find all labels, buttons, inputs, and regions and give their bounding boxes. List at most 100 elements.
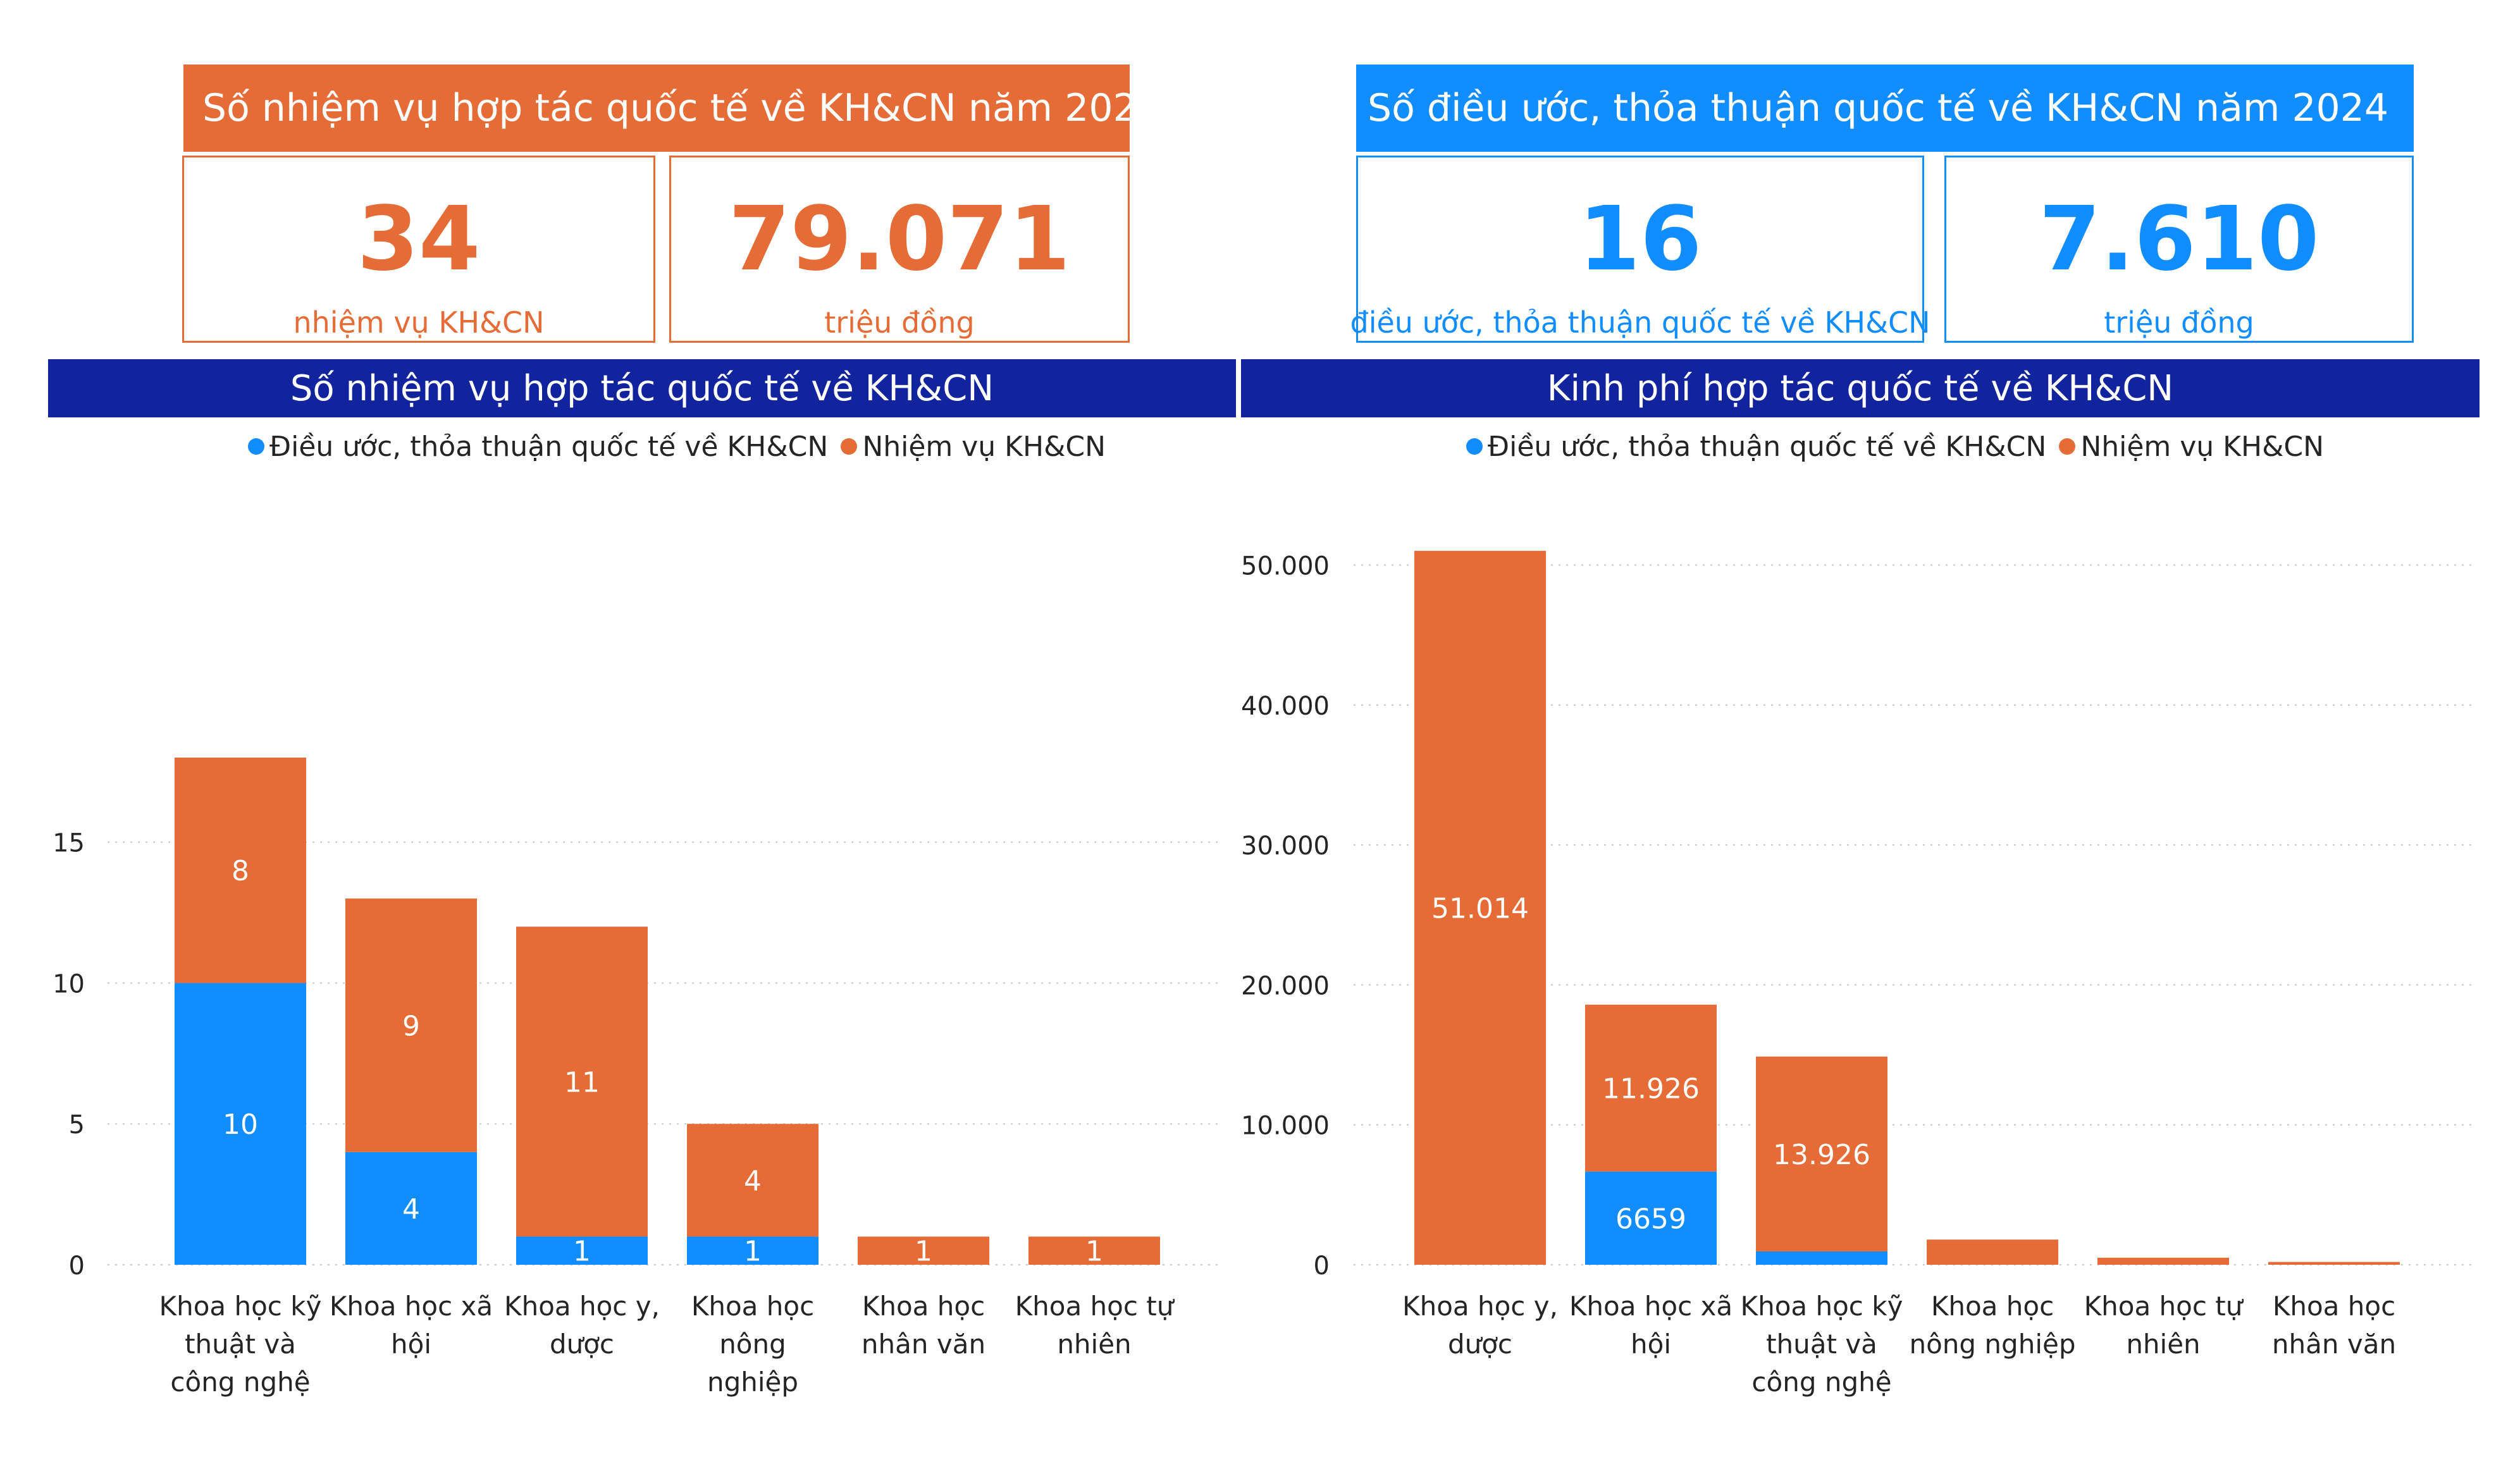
bar-segment <box>1927 1239 2058 1265</box>
legend-dot-orange <box>2059 438 2076 455</box>
x-tick-label: Khoa học kỹ <box>1741 1291 1903 1322</box>
x-tick-label: nông nghiệp <box>1909 1329 2075 1360</box>
data-label: 8 <box>232 855 249 887</box>
data-label: 10 <box>223 1109 258 1141</box>
x-tick-label: nông <box>719 1329 786 1360</box>
x-tick-label: dược <box>550 1329 614 1360</box>
data-label: 1 <box>573 1236 591 1268</box>
legend-item[interactable]: Điều ước, thỏa thuận quốc tế về KH&CN <box>248 431 828 463</box>
bar-segment <box>2268 1262 2400 1265</box>
y-tick-label: 10.000 <box>1241 1112 1330 1141</box>
bar-segment <box>687 1236 818 1265</box>
x-tick-label: Khoa học tự <box>2084 1291 2244 1322</box>
legend-item[interactable]: Điều ước, thỏa thuận quốc tế về KH&CN <box>1466 431 2046 463</box>
data-label: 1 <box>1085 1236 1103 1268</box>
kpi-label: triệu đồng <box>2104 305 2254 340</box>
chart-budget: 0 10.000 20.000 30.000 40.000 50.000 51.014 Kho… <box>1241 551 2473 1398</box>
x-tick-label: Khoa học xã <box>1569 1291 1732 1322</box>
legend-label: Điều ước, thỏa thuận quốc tế về KH&CN <box>1488 430 2047 463</box>
kpi-card-task-budget: 79.071 triệu đồng <box>669 156 1130 343</box>
x-tick-label: Khoa học y, <box>1402 1291 1558 1322</box>
kpi-card-treaty-budget: 7.610 triệu đồng <box>1944 156 2414 343</box>
bar-segment <box>858 1236 989 1265</box>
legend-budget: Điều ước, thỏa thuận quốc tế về KH&CN Nh… <box>1466 429 2337 464</box>
bar-segment <box>175 758 306 983</box>
kpi-value: 79.071 <box>728 188 1071 291</box>
bar-segment <box>1756 1056 1887 1251</box>
kpi-value: 34 <box>357 188 481 291</box>
data-label: 1 <box>744 1236 762 1268</box>
kpi-label: nhiệm vụ KH&CN <box>293 305 545 340</box>
x-tick-label: Khoa học xã <box>330 1291 493 1322</box>
y-tick-label: 50.000 <box>1241 552 1330 581</box>
legend-dot-orange <box>841 438 858 455</box>
y-tick-label: 15 <box>52 829 85 858</box>
bar-segment <box>687 1124 818 1237</box>
y-tick-label: 0 <box>1314 1251 1330 1281</box>
legend-label: Điều ước, thỏa thuận quốc tế về KH&CN <box>269 430 829 463</box>
data-label: 9 <box>402 1010 420 1042</box>
x-tick-label: Khoa học <box>691 1291 814 1322</box>
x-tick-label: nhân văn <box>2272 1329 2396 1360</box>
chart-title-budget: Kinh phí hợp tác quốc tế về KH&CN <box>1241 359 2480 417</box>
kpi-card-task-count: 34 nhiệm vụ KH&CN <box>182 156 655 343</box>
x-tick-label: nhiên <box>2126 1329 2200 1360</box>
y-tick-label: 30.000 <box>1241 832 1330 861</box>
x-tick-label: công nghệ <box>170 1367 310 1398</box>
x-tick-label: thuật và <box>185 1329 296 1360</box>
bar-segment <box>175 983 306 1265</box>
kpi-value: 7.610 <box>2039 188 2319 291</box>
bar-segment <box>516 926 648 1237</box>
x-tick-label: Khoa học <box>2273 1291 2395 1322</box>
x-tick-label: Khoa học <box>1931 1291 2054 1322</box>
kpi-label: triệu đồng <box>824 305 975 340</box>
bar-segment <box>345 1152 477 1265</box>
chart-tasks: 0 5 10 15 10 8 Khoa học kỹ thuật và công nghệ 4 9 K… <box>52 758 1221 1398</box>
x-tick-label: Khoa học kỹ <box>159 1291 322 1322</box>
kpi-value: 16 <box>1578 188 1702 291</box>
x-tick-label: Khoa học y, <box>504 1291 660 1322</box>
kpi-title-tasks: Số nhiệm vụ hợp tác quốc tế về KH&CN năm… <box>183 65 1161 152</box>
x-tick-label: Khoa học <box>862 1291 985 1322</box>
legend-item[interactable]: Nhiệm vụ KH&CN <box>2059 431 2324 463</box>
bar-segment <box>2097 1257 2229 1265</box>
bar-segment <box>516 1236 648 1265</box>
x-tick-label: Khoa học tự <box>1015 1291 1175 1322</box>
x-tick-label: nghiệp <box>707 1367 798 1398</box>
legend-dot-blue <box>1466 438 1483 455</box>
x-tick-label: công nghệ <box>1751 1367 1891 1398</box>
data-label: 11 <box>564 1066 600 1098</box>
bar-segment <box>1585 1004 1717 1172</box>
x-tick-label: hội <box>1631 1329 1671 1360</box>
x-tick-label: nhiên <box>1057 1329 1131 1360</box>
x-tick-label: hội <box>391 1329 431 1360</box>
y-tick-label: 20.000 <box>1241 971 1330 1000</box>
data-label: 4 <box>402 1193 420 1226</box>
data-label: 1 <box>915 1236 932 1268</box>
data-label: 6659 <box>1615 1203 1686 1235</box>
data-label: 13.926 <box>1773 1139 1870 1171</box>
legend-label: Nhiệm vụ KH&CN <box>862 430 1106 463</box>
data-label: 11.926 <box>1602 1073 1700 1105</box>
y-tick-label: 40.000 <box>1241 692 1330 721</box>
bar-segment <box>1756 1251 1887 1265</box>
kpi-label: điều ước, thỏa thuận quốc tế về KH&CN <box>1350 305 1930 340</box>
y-tick-label: 5 <box>69 1110 85 1140</box>
legend-item[interactable]: Nhiệm vụ KH&CN <box>841 431 1106 463</box>
bar-segment <box>1585 1171 1717 1265</box>
data-label: 4 <box>744 1165 762 1197</box>
data-label: 51.014 <box>1431 893 1529 925</box>
x-tick-label: nhân văn <box>862 1329 985 1360</box>
kpi-title-treaties: Số điều ước, thỏa thuận quốc tế về KH&CN… <box>1356 65 2414 152</box>
legend-dot-blue <box>248 438 264 455</box>
y-tick-label: 10 <box>52 969 85 999</box>
bar-segment <box>1028 1236 1160 1265</box>
chart-title-tasks: Số nhiệm vụ hợp tác quốc tế về KH&CN <box>48 359 1236 417</box>
y-tick-label: 0 <box>69 1251 85 1281</box>
x-tick-label: dược <box>1448 1329 1512 1360</box>
legend-label: Nhiệm vụ KH&CN <box>2080 430 2325 463</box>
kpi-card-treaty-count: 16 điều ước, thỏa thuận quốc tế về KH&CN <box>1350 156 1930 343</box>
bar-segment <box>345 898 477 1152</box>
legend-tasks: Điều ước, thỏa thuận quốc tế về KH&CN Nh… <box>248 429 1118 464</box>
bar-segment <box>1414 551 1546 1265</box>
